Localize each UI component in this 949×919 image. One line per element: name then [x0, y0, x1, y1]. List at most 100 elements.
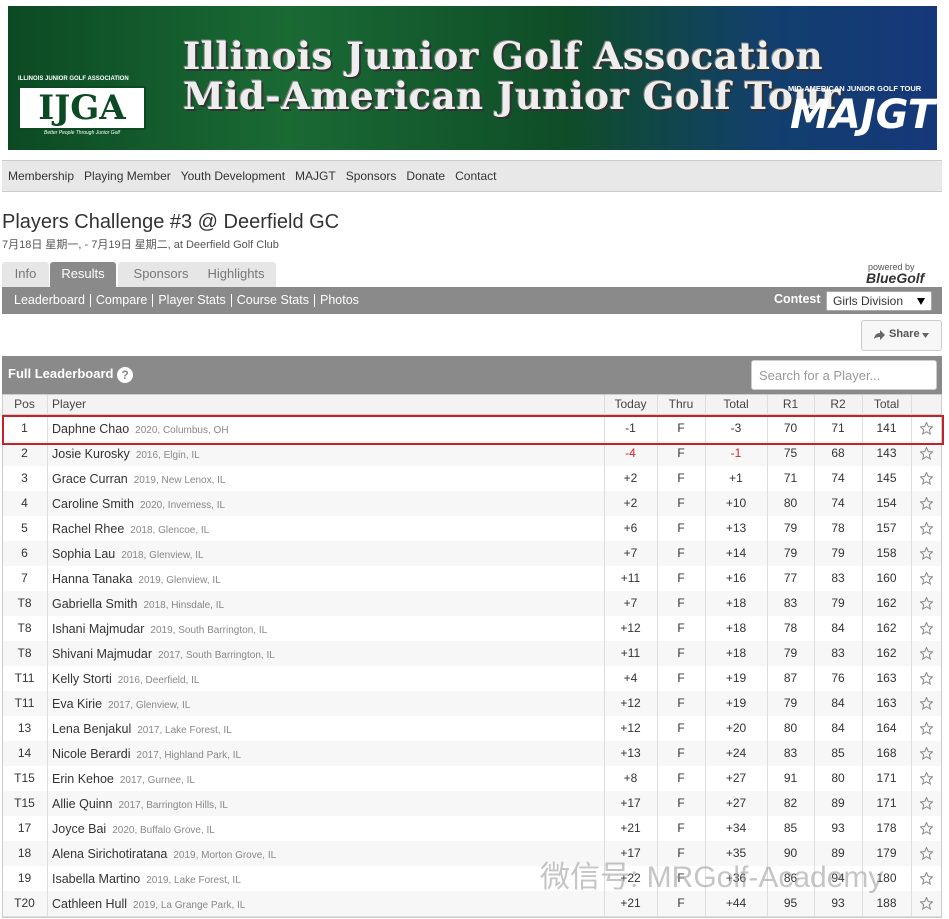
favorite-star[interactable]	[920, 422, 933, 435]
cell-total: +19	[725, 671, 747, 685]
help-icon[interactable]: ?	[117, 367, 133, 383]
cell-pos: 1	[21, 421, 28, 435]
player-name: Josie Kurosky	[52, 447, 130, 461]
player-cell[interactable]: Shivani Majmudar 2017, South Barrington, …	[52, 641, 275, 666]
nav-link[interactable]: Playing Member	[84, 169, 171, 183]
separator	[89, 293, 91, 307]
player-cell[interactable]: Daphne Chao 2020, Columbus, OH	[52, 416, 229, 441]
cell-today: -4	[625, 446, 636, 460]
favorite-star[interactable]	[920, 672, 933, 685]
column-divider	[47, 395, 48, 916]
sub-link[interactable]: Leaderboard	[14, 293, 85, 307]
favorite-star[interactable]	[920, 597, 933, 610]
favorite-star[interactable]	[920, 522, 933, 535]
cell-pos: 18	[17, 846, 32, 860]
cell-r2: 76	[831, 671, 845, 685]
cell-today: +12	[620, 621, 641, 635]
nav-link[interactable]: Sponsors	[345, 169, 397, 183]
nav-link[interactable]: MAJGT	[295, 169, 336, 183]
cell-total: -1	[730, 446, 742, 460]
favorite-star[interactable]	[920, 722, 933, 735]
cell-pos: 7	[21, 571, 28, 585]
majgt-logo: MAJGT	[790, 92, 936, 138]
tab[interactable]: Highlights	[196, 262, 276, 287]
cell-r2: 84	[831, 621, 845, 635]
star-shape	[920, 797, 933, 810]
sub-link[interactable]: Player Stats	[158, 293, 226, 307]
star-shape	[920, 522, 933, 535]
favorite-star[interactable]	[920, 622, 933, 635]
cell-sum: 180	[876, 871, 897, 885]
player-cell[interactable]: Sophia Lau 2018, Glenview, IL	[52, 541, 204, 566]
cell-thru: F	[677, 571, 685, 585]
player-cell[interactable]: Joyce Bai 2020, Buffalo Grove, IL	[52, 816, 215, 841]
player-info: 2016, Deerfield, IL	[117, 675, 200, 686]
tab[interactable]: Results	[50, 262, 116, 287]
sub-links: Leaderboard Compare Player Stats Course Sta…	[14, 293, 359, 307]
player-cell[interactable]: Hanna Tanaka 2019, Glenview, IL	[52, 566, 221, 591]
star-shape	[920, 422, 933, 435]
favorite-star[interactable]	[920, 697, 933, 710]
player-cell[interactable]: Josie Kurosky 2016, Elgin, IL	[52, 441, 200, 466]
player-name: Hanna Tanaka	[52, 572, 133, 586]
favorite-star[interactable]	[920, 822, 933, 835]
favorite-star[interactable]	[920, 547, 933, 560]
cell-r1: 80	[783, 496, 798, 510]
cell-today: +7	[623, 596, 638, 610]
tab[interactable]: Sponsors	[118, 262, 204, 287]
cell-r1: 80	[783, 721, 798, 735]
star-shape	[920, 747, 933, 760]
player-cell[interactable]: Cathleen Hull 2019, La Grange Park, IL	[52, 891, 245, 916]
player-cell[interactable]: Eva Kirie 2017, Glenview, IL	[52, 691, 190, 716]
favorite-star[interactable]	[920, 872, 933, 885]
contest-select[interactable]: Girls Division	[826, 291, 932, 311]
player-cell[interactable]: Grace Curran 2019, New Lenox, IL	[52, 466, 225, 491]
column-divider	[911, 395, 912, 916]
nav-link[interactable]: Membership	[8, 169, 75, 183]
player-cell[interactable]: Ishani Majmudar 2019, South Barrington, I…	[52, 616, 267, 641]
player-cell[interactable]: Alena Sirichotiratana 2019, Morton Grove,…	[52, 841, 276, 866]
player-name: Alena Sirichotiratana	[52, 847, 168, 861]
sub-link[interactable]: Photos	[319, 293, 359, 307]
contest-label: Contest	[774, 292, 821, 306]
player-cell[interactable]: Isabella Martino 2019, Lake Forest, IL	[52, 866, 241, 891]
cell-pos: 17	[17, 821, 32, 835]
favorite-star[interactable]	[920, 797, 933, 810]
majgt-org: MID-AMERICAN JUNIOR GOLF TOUR	[788, 84, 922, 93]
star-shape	[920, 547, 933, 560]
sub-link[interactable]: Course Stats	[236, 293, 309, 307]
player-cell[interactable]: Nicole Berardi 2017, Highland Park, IL	[52, 741, 241, 766]
player-name: Rachel Rhee	[52, 522, 125, 536]
tab[interactable]: Info	[2, 262, 49, 287]
player-cell[interactable]: Kelly Storti 2016, Deerfield, IL	[52, 666, 199, 691]
player-cell[interactable]: Lena Benjakul 2017, Lake Forest, IL	[52, 716, 232, 741]
favorite-star[interactable]	[920, 497, 933, 510]
table-header-bg	[2, 394, 942, 415]
nav-link[interactable]: Youth Development	[180, 169, 286, 183]
favorite-star[interactable]	[920, 772, 933, 785]
search-box[interactable]: Search for a Player...	[751, 360, 937, 390]
cell-thru: F	[677, 896, 685, 910]
favorite-star[interactable]	[920, 847, 933, 860]
favorite-star[interactable]	[920, 747, 933, 760]
player-info: 2017, Gurnee, IL	[119, 775, 195, 786]
nav-link[interactable]: Contact	[455, 169, 497, 183]
cell-r1: 70	[783, 421, 798, 435]
favorite-star[interactable]	[920, 572, 933, 585]
player-cell[interactable]: Rachel Rhee 2018, Glencoe, IL	[52, 516, 209, 541]
player-cell[interactable]: Gabriella Smith 2018, Hinsdale, IL	[52, 591, 224, 616]
nav-link[interactable]: Donate	[406, 169, 446, 183]
favorite-star[interactable]	[920, 897, 933, 910]
player-cell[interactable]: Caroline Smith 2020, Inverness, IL	[52, 491, 225, 516]
cell-today: +2	[623, 496, 638, 510]
player-name: Daphne Chao	[52, 422, 130, 436]
favorite-star[interactable]	[920, 647, 933, 660]
player-cell[interactable]: Allie Quinn 2017, Barrington Hills, IL	[52, 791, 228, 816]
favorite-star[interactable]	[920, 472, 933, 485]
favorite-star[interactable]	[920, 447, 933, 460]
player-cell[interactable]: Erin Kehoe 2017, Gurnee, IL	[52, 766, 195, 791]
star-shape	[920, 897, 933, 910]
sub-link[interactable]: Compare	[95, 293, 148, 307]
share-button[interactable]: Share	[861, 320, 942, 351]
